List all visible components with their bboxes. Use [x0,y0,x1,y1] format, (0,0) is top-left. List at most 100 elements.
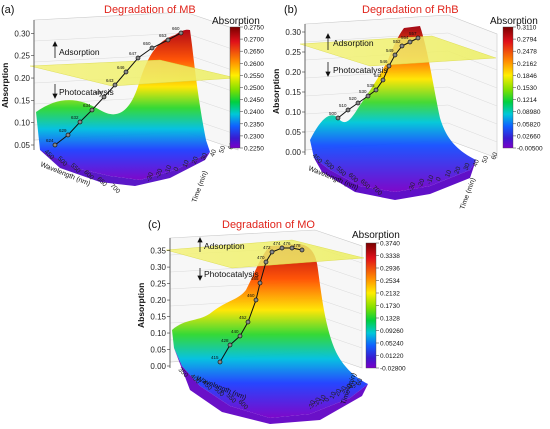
series-point [415,35,421,41]
z-tick-label: 0 [323,397,331,403]
panel-a-colorbar-ticks: 0.2750 0.2700 0.2650 0.2600 0.2550 0.2500 0.24… [240,25,264,153]
colorbar-tick-label: 0.02660 [517,133,541,140]
series-point-label: 520 [349,96,357,101]
panel-b-colorbar-title: Absorption [490,16,538,27]
series-point-label: 660 [172,26,180,31]
panel-a-y-ticks: 0.05 0.10 0.15 0.20 0.25 0.30 [14,29,34,150]
series-point [257,280,263,286]
z-tick-label: 0 [435,176,443,182]
panel-a-adsorption-label: Adsorption [59,47,100,57]
series-point-label: 465 [251,276,259,281]
panel-c-title: Degradation of MO [222,219,315,231]
colorbar-tick-label: 0.2534 [380,278,400,285]
colorbar-tick-label: 0.2936 [380,266,400,273]
series-point [407,39,413,45]
colorbar-tick-label: 0.2300 [244,133,264,140]
colorbar-tick-label: 0.2650 [244,49,264,56]
y-tick-label: 0.15 [150,313,166,322]
series-point-label: 428 [221,338,229,343]
panel-c-colorbar-ticks: 0.3740 0.3338 0.2936 0.2534 0.2132 0.1730 0.13… [376,241,406,373]
panel-b: 0.000.050.100.150.200.250.30 Absorption … [271,4,543,211]
y-tick-label: 0.30 [150,263,166,272]
z-tick-label: 50 [350,380,359,390]
z-tick-label: 30 [339,385,348,395]
series-point-label: 415 [211,355,219,360]
colorbar-tick-label: 0.2500 [244,85,264,92]
colorbar-tick-label: 0.09260 [380,328,404,335]
series-point-label: 552 [393,39,401,44]
series-point-label: 542 [374,73,382,78]
z-tick-label: -20 [154,168,164,180]
y-tick-label: 0.20 [14,74,30,83]
series-point-label: 557 [409,31,417,36]
colorbar-tick-label: 0.2550 [244,73,264,80]
colorbar-tick-label: 0.1530 [517,85,537,92]
series-point-label: 510 [339,103,347,108]
z-tick-label: 50 [481,155,490,165]
y-tick-label: 0.15 [14,96,30,105]
y-tick-label: 0.05 [150,346,166,355]
z-tick-label: -20 [313,396,323,408]
colorbar-tick-label: 0.05240 [380,341,404,348]
z-tick-label: 30 [200,152,209,162]
colorbar-tick-label: 0.2132 [380,291,400,298]
colorbar-tick-label: 0.2600 [244,61,264,68]
panel-a-photocatalysis-arrow [52,84,58,99]
panel-b-label: (b) [284,4,297,16]
series-point [392,52,398,58]
z-tick-label: -30 [307,399,317,411]
y-tick-label: 0.30 [285,28,301,37]
y-tick-label: 0.30 [14,29,30,38]
z-tick-label: -30 [407,181,417,193]
y-tick-label: 0.25 [14,52,30,61]
panel-c-y-axis-label: Absorption [136,283,146,328]
colorbar-tick-label: 0.2162 [517,61,537,68]
series-point-label: 460 [247,293,255,298]
colorbar-tick-label: 0.01220 [380,353,404,360]
series-point-label: 478 [293,243,301,248]
panel-c-label: (c) [148,219,161,231]
series-point-label: 440 [231,329,239,334]
panel-b-adsorption-arrow [325,33,331,50]
panel-c-surface [172,244,368,418]
colorbar-tick-label: -0.00500 [517,146,543,153]
panel-a-title: Degradation of MB [104,4,196,16]
panel-b-colorbar [502,26,514,149]
series-point [112,82,118,88]
y-tick-label: 0.20 [150,296,166,305]
colorbar-tick-label: 0.2250 [244,146,264,153]
y-tick-label: 0.25 [285,48,301,57]
panel-b-surface-floor [314,158,476,200]
panel-b-photocatalysis-label: Photocatalysis [333,65,388,75]
series-point [373,87,379,93]
series-point-label: 472 [263,245,271,250]
colorbar-tick-label: 0.2750 [244,25,264,32]
z-tick-label: -20 [417,178,427,190]
z-tick-label: -10 [164,164,174,176]
series-point [135,55,141,61]
series-point-label: 647 [129,51,137,56]
series-point [217,359,223,365]
series-point-label: 650 [143,41,151,46]
panel-c: 0.00 0.05 0.10 0.15 0.20 0.25 0.30 0.35 Absorpt… [136,219,406,424]
z-tick-label: 20 [334,388,343,398]
series-point [386,63,392,69]
panel-a-label: (a) [1,4,14,16]
x-tick-label: 700 [109,182,122,195]
series-point [345,107,351,113]
z-tick-label: 10 [329,390,338,400]
series-point [279,245,285,251]
series-point [245,319,251,325]
series-point [149,45,155,51]
y-tick-label: 0.25 [150,280,166,289]
series-point [101,94,107,100]
z-tick-label: -10 [318,394,328,406]
series-point-label: 476 [283,241,291,246]
colorbar-tick-label: 0.3338 [380,253,400,260]
z-tick-label: 60 [490,151,499,161]
series-point [365,93,371,99]
series-point [52,142,58,148]
colorbar-tick-label: 0.2350 [244,121,264,128]
